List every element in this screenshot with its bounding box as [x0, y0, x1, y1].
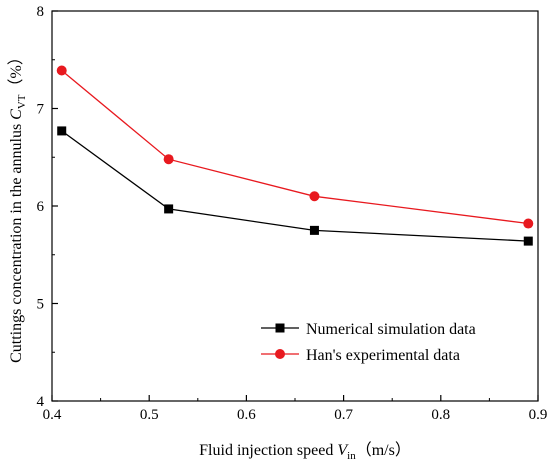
- legend-entry-experimental: Han's experimental data: [261, 347, 460, 364]
- legend-entry-numerical: Numerical simulation data: [261, 321, 476, 338]
- data-point-square: [164, 204, 174, 214]
- x-tick-label: 0.9: [529, 407, 548, 423]
- data-point-circle: [523, 218, 534, 229]
- x-tick-label: 0.8: [431, 407, 450, 423]
- series-line-1: [61, 69, 529, 225]
- legend-square-marker: [275, 323, 285, 333]
- legend-circle-marker: [275, 349, 285, 359]
- series-line-0: [61, 130, 529, 242]
- y-tick-label: 4: [37, 394, 45, 410]
- data-point-circle: [163, 154, 174, 165]
- y-tick-label: 6: [37, 199, 45, 215]
- x-tick-label: 0.5: [140, 407, 159, 423]
- legend-label-numerical: Numerical simulation data: [306, 321, 476, 338]
- x-tick-label: 0.7: [334, 407, 353, 423]
- data-point-square: [523, 236, 533, 246]
- y-axis-title: Cuttings concentration in the annulus CV…: [7, 49, 28, 363]
- y-tick-label: 5: [37, 297, 45, 313]
- x-tick-label: 0.6: [237, 407, 256, 423]
- data-point-square: [57, 126, 67, 136]
- x-axis-ticks: 0.4 0.5 0.6 0.7 0.8 0.9: [43, 395, 548, 423]
- y-tick-label: 7: [37, 102, 45, 118]
- data-point-circle: [309, 191, 320, 202]
- legend: Numerical simulation data Han's experime…: [261, 321, 476, 364]
- y-axis-ticks: 4 5 6 7 8: [37, 4, 58, 410]
- x-axis-title: Fluid injection speed Vin（m/s）: [199, 441, 411, 462]
- plot-frame: [51, 10, 539, 402]
- x-tick-label: 0.4: [43, 407, 62, 423]
- data-point-square: [309, 225, 319, 235]
- y-tick-label: 8: [37, 4, 45, 20]
- legend-label-experimental: Han's experimental data: [306, 347, 460, 364]
- series-layer: [56, 65, 534, 246]
- data-point-circle: [56, 65, 67, 76]
